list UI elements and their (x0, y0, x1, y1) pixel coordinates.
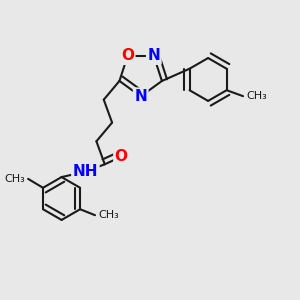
Text: CH₃: CH₃ (4, 174, 25, 184)
Text: O: O (121, 49, 134, 64)
Text: CH₃: CH₃ (98, 210, 119, 220)
Text: O: O (115, 149, 128, 164)
Text: CH₃: CH₃ (246, 91, 267, 101)
Text: NH: NH (73, 164, 98, 179)
Text: N: N (134, 89, 147, 104)
Text: N: N (147, 49, 160, 64)
